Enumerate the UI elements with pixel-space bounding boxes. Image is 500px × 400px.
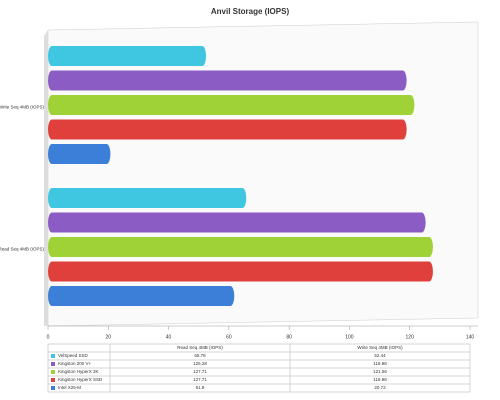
legend-swatch xyxy=(51,362,55,366)
table-value: 61.8 xyxy=(196,385,205,390)
x-tick-label: 120 xyxy=(406,334,415,340)
y-tick-label: Write Seq 4MB (IOPS) xyxy=(0,104,44,109)
legend-label: Kingston HyperX 3K xyxy=(58,369,99,374)
table-value: 52.44 xyxy=(374,353,386,358)
x-tick-label: 20 xyxy=(106,334,112,340)
table-value: 118.98 xyxy=(373,377,387,382)
x-tick-label: 140 xyxy=(466,334,475,340)
chart-title: Anvil Storage (IOPS) xyxy=(211,7,290,16)
side-wall xyxy=(44,30,48,326)
legend-label: Intel X25-M xyxy=(58,385,81,390)
legend-swatch xyxy=(51,354,55,358)
bar xyxy=(48,144,111,164)
y-tick-label: Read Seq 4MB (IOPS) xyxy=(0,246,44,251)
bar xyxy=(48,46,207,66)
x-tick-label: 80 xyxy=(286,334,292,340)
bar xyxy=(48,95,415,115)
legend-label: Kingston HyperX SSD xyxy=(58,377,103,382)
x-tick-label: 60 xyxy=(226,334,232,340)
table-value: 121.56 xyxy=(373,369,387,374)
legend-label: Kingston 200 V+ xyxy=(58,361,92,366)
table-header: Write Seq 4MB (IOPS) xyxy=(357,345,403,350)
bar xyxy=(48,286,235,306)
legend-swatch xyxy=(51,378,55,382)
table-value: 20.72 xyxy=(374,385,386,390)
table-value: 127.71 xyxy=(193,377,207,382)
table-header: Read Seq 4MB (IOPS) xyxy=(177,345,223,350)
table-value: 118.98 xyxy=(373,361,387,366)
bar xyxy=(48,212,426,233)
x-tick-label: 0 xyxy=(47,334,50,340)
x-tick-label: 40 xyxy=(166,334,172,340)
bar xyxy=(48,119,407,140)
legend-swatch xyxy=(51,386,55,390)
table-value: 65.78 xyxy=(194,353,206,358)
x-tick-label: 100 xyxy=(345,334,354,340)
bar xyxy=(48,70,407,91)
bar xyxy=(48,188,247,208)
legend-label: VelSpeed SSD xyxy=(58,353,89,358)
table-value: 125.28 xyxy=(193,361,207,366)
bar xyxy=(48,237,433,257)
bar xyxy=(48,261,433,282)
table-value: 127.71 xyxy=(193,369,207,374)
legend-swatch xyxy=(51,370,55,374)
